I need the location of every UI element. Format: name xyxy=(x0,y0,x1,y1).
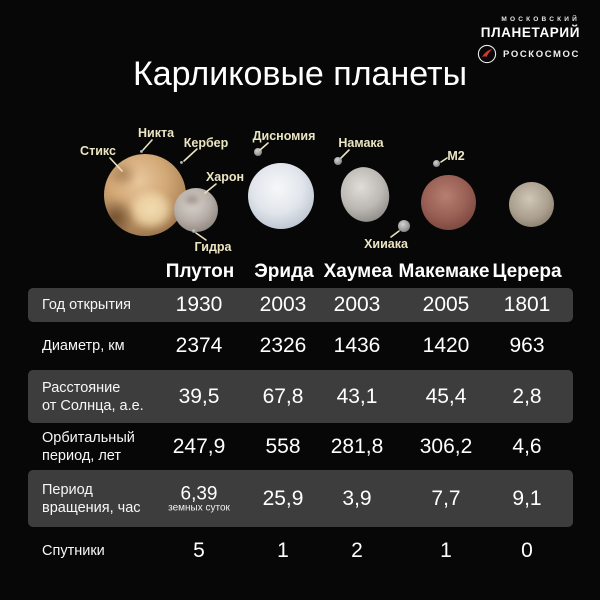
pluto-dark-region xyxy=(104,196,136,236)
pluto-heart-region xyxy=(126,188,175,232)
cell-eris: 2326 xyxy=(259,334,307,357)
pluto-dark-region-2 xyxy=(107,160,139,189)
hiiaka-moon-dot xyxy=(398,220,410,232)
charon-dark-spot xyxy=(181,192,202,208)
row-label-line: Спутники xyxy=(42,543,105,559)
cell-ceres: 4,6 xyxy=(512,434,542,458)
roscosmos-logo-icon xyxy=(477,44,497,64)
table-row-orbital-period: Орбитальный период, лет 247,9 558 281,8 … xyxy=(28,423,573,470)
page-title: Карликовые планеты xyxy=(132,55,468,93)
table-row-distance-from-sun: Расстояние от Солнца, а.е. 39,5 67,8 43,… xyxy=(28,370,573,423)
cell-eris: 1 xyxy=(277,539,289,562)
namaka-moon-dot xyxy=(334,157,342,165)
nikta-moon-dot xyxy=(140,150,143,153)
cell-makemake: 45,4 xyxy=(425,384,467,408)
roscosmos-label: РОСКОСМОС xyxy=(503,48,580,60)
cell-pluto: 5 xyxy=(193,539,205,562)
planet-name-eris: Эрида xyxy=(254,261,314,282)
row-label-line: Диаметр, км xyxy=(42,338,125,354)
row-label: Период вращения, час xyxy=(28,481,141,517)
moon-label-charon: Харон xyxy=(205,170,245,184)
table-row-discovery-year: Год открытия 1930 2003 2003 2005 1801 xyxy=(28,288,573,322)
roscosmos-brand-row: РОСКОСМОС xyxy=(477,44,580,64)
rotation-value-pluto: 6,39 xyxy=(180,482,218,504)
row-label-line: от Солнца, а.е. xyxy=(42,397,144,414)
moscow-planetarium-top-label: МОСКОВСКИЙ xyxy=(501,16,580,23)
gidra-moon-dot xyxy=(192,229,196,233)
cell-ceres: 9,1 xyxy=(512,486,542,510)
row-label-line: Период xyxy=(42,481,93,498)
planet-name-makemake: Макемаке xyxy=(398,261,490,282)
cell-ceres: 2,8 xyxy=(512,384,542,408)
cell-ceres: 0 xyxy=(521,539,533,562)
row-label: Диаметр, км xyxy=(28,337,125,355)
planet-name-haumea: Хаумеа xyxy=(323,261,393,282)
table-row-satellites: Спутники 5 1 2 1 0 xyxy=(28,527,573,575)
pluto-image xyxy=(104,154,186,236)
moon-label-kerber: Кербер xyxy=(183,136,229,150)
cell-ceres: 963 xyxy=(509,334,545,357)
row-label: Спутники xyxy=(28,542,105,560)
moscow-planetarium-label: ПЛАНЕТАРИЙ xyxy=(480,25,580,40)
cell-pluto: 6,39 земных суток xyxy=(168,484,230,514)
cell-pluto: 247,9 xyxy=(172,434,226,458)
cell-eris: 25,9 xyxy=(262,486,304,510)
cell-makemake: 2005 xyxy=(422,293,470,316)
cell-haumea: 2 xyxy=(351,539,363,562)
cell-eris: 67,8 xyxy=(262,384,304,408)
cell-haumea: 281,8 xyxy=(330,434,384,458)
rotation-note-pluto: земных суток xyxy=(168,501,230,513)
moon-label-dysnomia: Дисномия xyxy=(252,129,316,143)
cell-makemake: 7,7 xyxy=(431,486,461,510)
moon-label-gidra: Гидра xyxy=(194,240,232,254)
cell-ceres: 1801 xyxy=(503,293,551,316)
row-label-line: Орбитальный xyxy=(42,429,135,446)
cell-haumea: 3,9 xyxy=(342,486,372,510)
cell-pluto: 1930 xyxy=(175,293,223,316)
cell-haumea: 43,1 xyxy=(336,384,378,408)
row-label: Расстояние от Солнца, а.е. xyxy=(28,379,144,415)
header-brand: МОСКОВСКИЙ ПЛАНЕТАРИЙ РОСКОСМОС xyxy=(477,16,580,64)
moon-label-styx: Стикс xyxy=(80,144,116,158)
cell-makemake: 1420 xyxy=(422,334,470,357)
haumea-image xyxy=(335,162,395,227)
table-row-rotation-period: Период вращения, час 6,39 земных суток 2… xyxy=(28,470,573,527)
cell-eris: 558 xyxy=(265,434,301,458)
cell-haumea: 2003 xyxy=(333,293,381,316)
m2-moon-dot xyxy=(433,160,440,167)
moon-label-hiiaka: Хииака xyxy=(364,237,408,251)
kerber-moon-dot xyxy=(180,161,183,164)
cell-pluto: 39,5 xyxy=(178,384,220,408)
eris-image xyxy=(248,163,314,229)
table-row-diameter: Диаметр, км 2374 2326 1436 1420 963 xyxy=(28,322,573,370)
row-label-line: вращения, час xyxy=(42,499,141,516)
cell-makemake: 306,2 xyxy=(419,434,473,458)
ceres-image xyxy=(509,182,554,227)
moon-label-namaka: Намака xyxy=(338,136,384,150)
row-label-line: Расстояние xyxy=(42,379,121,396)
moon-label-nikta: Никта xyxy=(137,126,175,140)
cell-eris: 2003 xyxy=(259,293,307,316)
row-label-line: период, лет xyxy=(42,447,122,464)
row-label-line: Год открытия xyxy=(42,297,131,313)
planet-name-pluto: Плутон xyxy=(165,261,235,282)
cell-pluto: 2374 xyxy=(175,334,223,357)
charon-moon-image xyxy=(174,188,218,232)
moon-label-m2: M2 xyxy=(447,149,465,163)
planet-name-ceres: Церера xyxy=(492,261,562,282)
row-label: Орбитальный период, лет xyxy=(28,429,135,465)
cell-makemake: 1 xyxy=(440,539,452,562)
row-label: Год открытия xyxy=(28,296,131,314)
dysnomia-moon-dot xyxy=(254,148,262,156)
cell-haumea: 1436 xyxy=(333,334,381,357)
makemake-image xyxy=(421,175,476,230)
